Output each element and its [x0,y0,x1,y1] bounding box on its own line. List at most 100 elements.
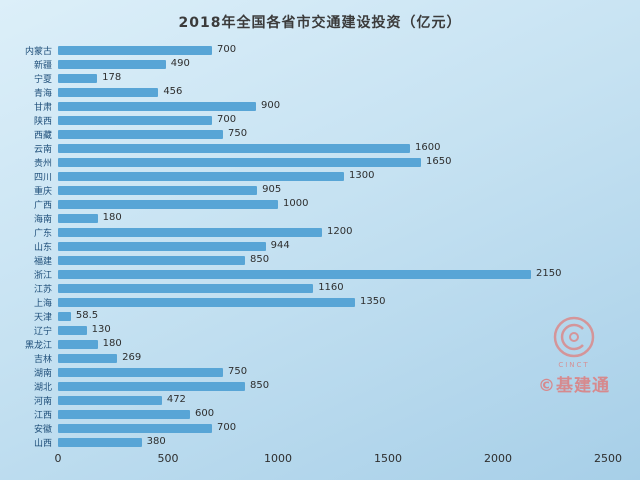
category-label: 江西 [33,410,52,421]
category-label: 甘肃 [33,102,52,113]
bar-row: 湖南 750 [8,365,608,379]
value-label: 1300 [349,169,375,181]
bar-track: 850 [58,253,608,265]
bar [58,269,531,279]
value-label: 1200 [327,225,353,237]
value-label: 850 [250,253,270,265]
value-label: 456 [163,85,183,97]
value-label: 900 [261,99,281,111]
bar-track: 2150 [58,268,608,279]
bar-row: 新疆 490 [8,57,608,71]
bar-track: 456 [58,85,608,97]
bar-track: 130 [58,323,608,335]
bar-row: 西藏 750 [8,127,608,141]
bar-row: 江西 600 [8,408,608,421]
category-label: 新疆 [33,60,52,71]
bar-track: 944 [58,239,608,251]
bar-track: 700 [58,43,608,55]
bar-track: 180 [58,211,608,223]
category-label: 宁夏 [33,74,52,85]
category-label: 陕西 [33,116,52,127]
bar-row: 云南 1600 [8,141,608,155]
value-label: 380 [146,435,166,447]
bar-track: 269 [58,351,608,363]
bar [58,115,212,125]
bar-row: 上海 1350 [8,295,608,309]
bar [58,227,322,237]
bar [58,339,98,349]
category-label: 重庆 [33,186,52,197]
watermark-logo-icon [553,316,595,358]
x-tick-label: 1500 [374,452,402,465]
category-label: 湖南 [33,368,52,379]
bar-track: 1160 [58,282,608,293]
bar-track: 58.5 [58,310,608,321]
bar-track: 850 [58,380,608,391]
category-label: 湖北 [33,382,52,393]
bar-row: 甘肃 900 [8,99,608,113]
value-label: 700 [217,43,237,55]
bar [58,87,159,97]
bar [58,185,258,195]
bar-track: 905 [58,183,608,195]
value-label: 944 [270,239,290,251]
value-label: 750 [228,365,248,377]
bar [58,199,278,209]
value-label: 490 [170,57,190,69]
category-label: 江苏 [33,284,52,295]
category-label: 福建 [33,256,52,267]
category-label: 黑龙江 [24,340,52,351]
bar-row: 山东 944 [8,239,608,253]
bar-rows: 内蒙古 700 新疆 490 宁夏 178 青海 456 甘肃 900 陕西 700 西藏 750 云南 16… [8,43,608,449]
category-label: 青海 [33,88,52,99]
bar-track: 1650 [58,156,608,167]
bar-row: 安徽 700 [8,422,608,435]
category-label: 海南 [33,214,52,225]
bar-track: 490 [58,57,608,69]
bar-track: 1350 [58,295,608,307]
bar-track: 700 [58,422,608,433]
category-label: 云南 [33,144,52,155]
bar [58,381,245,391]
bar-row: 青海 456 [8,85,608,99]
value-label: 1600 [415,141,441,153]
bar [58,325,87,335]
bar-track: 1600 [58,141,608,153]
bar-track: 1000 [58,197,608,209]
bar-row: 四川 1300 [8,169,608,183]
value-label: 178 [102,71,122,83]
bar-track: 700 [58,114,608,125]
watermark-caption-text: ©基建通 [538,376,610,396]
category-label: 河南 [33,396,52,407]
value-label: 1000 [283,197,309,209]
bar [58,395,162,405]
value-label: 750 [228,127,248,139]
bar-track: 178 [58,71,608,83]
bar [58,241,266,251]
bar-row: 浙江 2150 [8,268,608,281]
category-label: 西藏 [33,130,52,141]
bar-row: 广东 1200 [8,225,608,239]
value-label: 269 [122,351,142,363]
bar-row: 吉林 269 [8,351,608,365]
value-label: 905 [262,183,282,195]
bar-row: 江苏 1160 [8,282,608,295]
category-label: 广东 [33,228,52,239]
value-label: 180 [102,211,122,223]
bar-track: 750 [58,365,608,377]
value-label: 1350 [360,295,386,307]
bar-track: 600 [58,408,608,419]
category-label: 山东 [33,242,52,253]
bar [58,353,118,363]
bar-row: 内蒙古 700 [8,43,608,57]
bar [58,423,212,433]
bar-chart: 内蒙古 700 新疆 490 宁夏 178 青海 456 甘肃 900 陕西 700 西藏 750 云南 16… [8,43,608,449]
x-axis: 0 500 1000 1500 2000 2500 [55,452,623,468]
x-tick-label: 2000 [484,452,512,465]
value-label: 130 [91,323,111,335]
watermark: CINCT ©基建通 [522,314,626,396]
bar [58,409,190,419]
x-tick-label: 500 [157,452,179,465]
bar [58,213,98,223]
bar-track: 900 [58,99,608,111]
